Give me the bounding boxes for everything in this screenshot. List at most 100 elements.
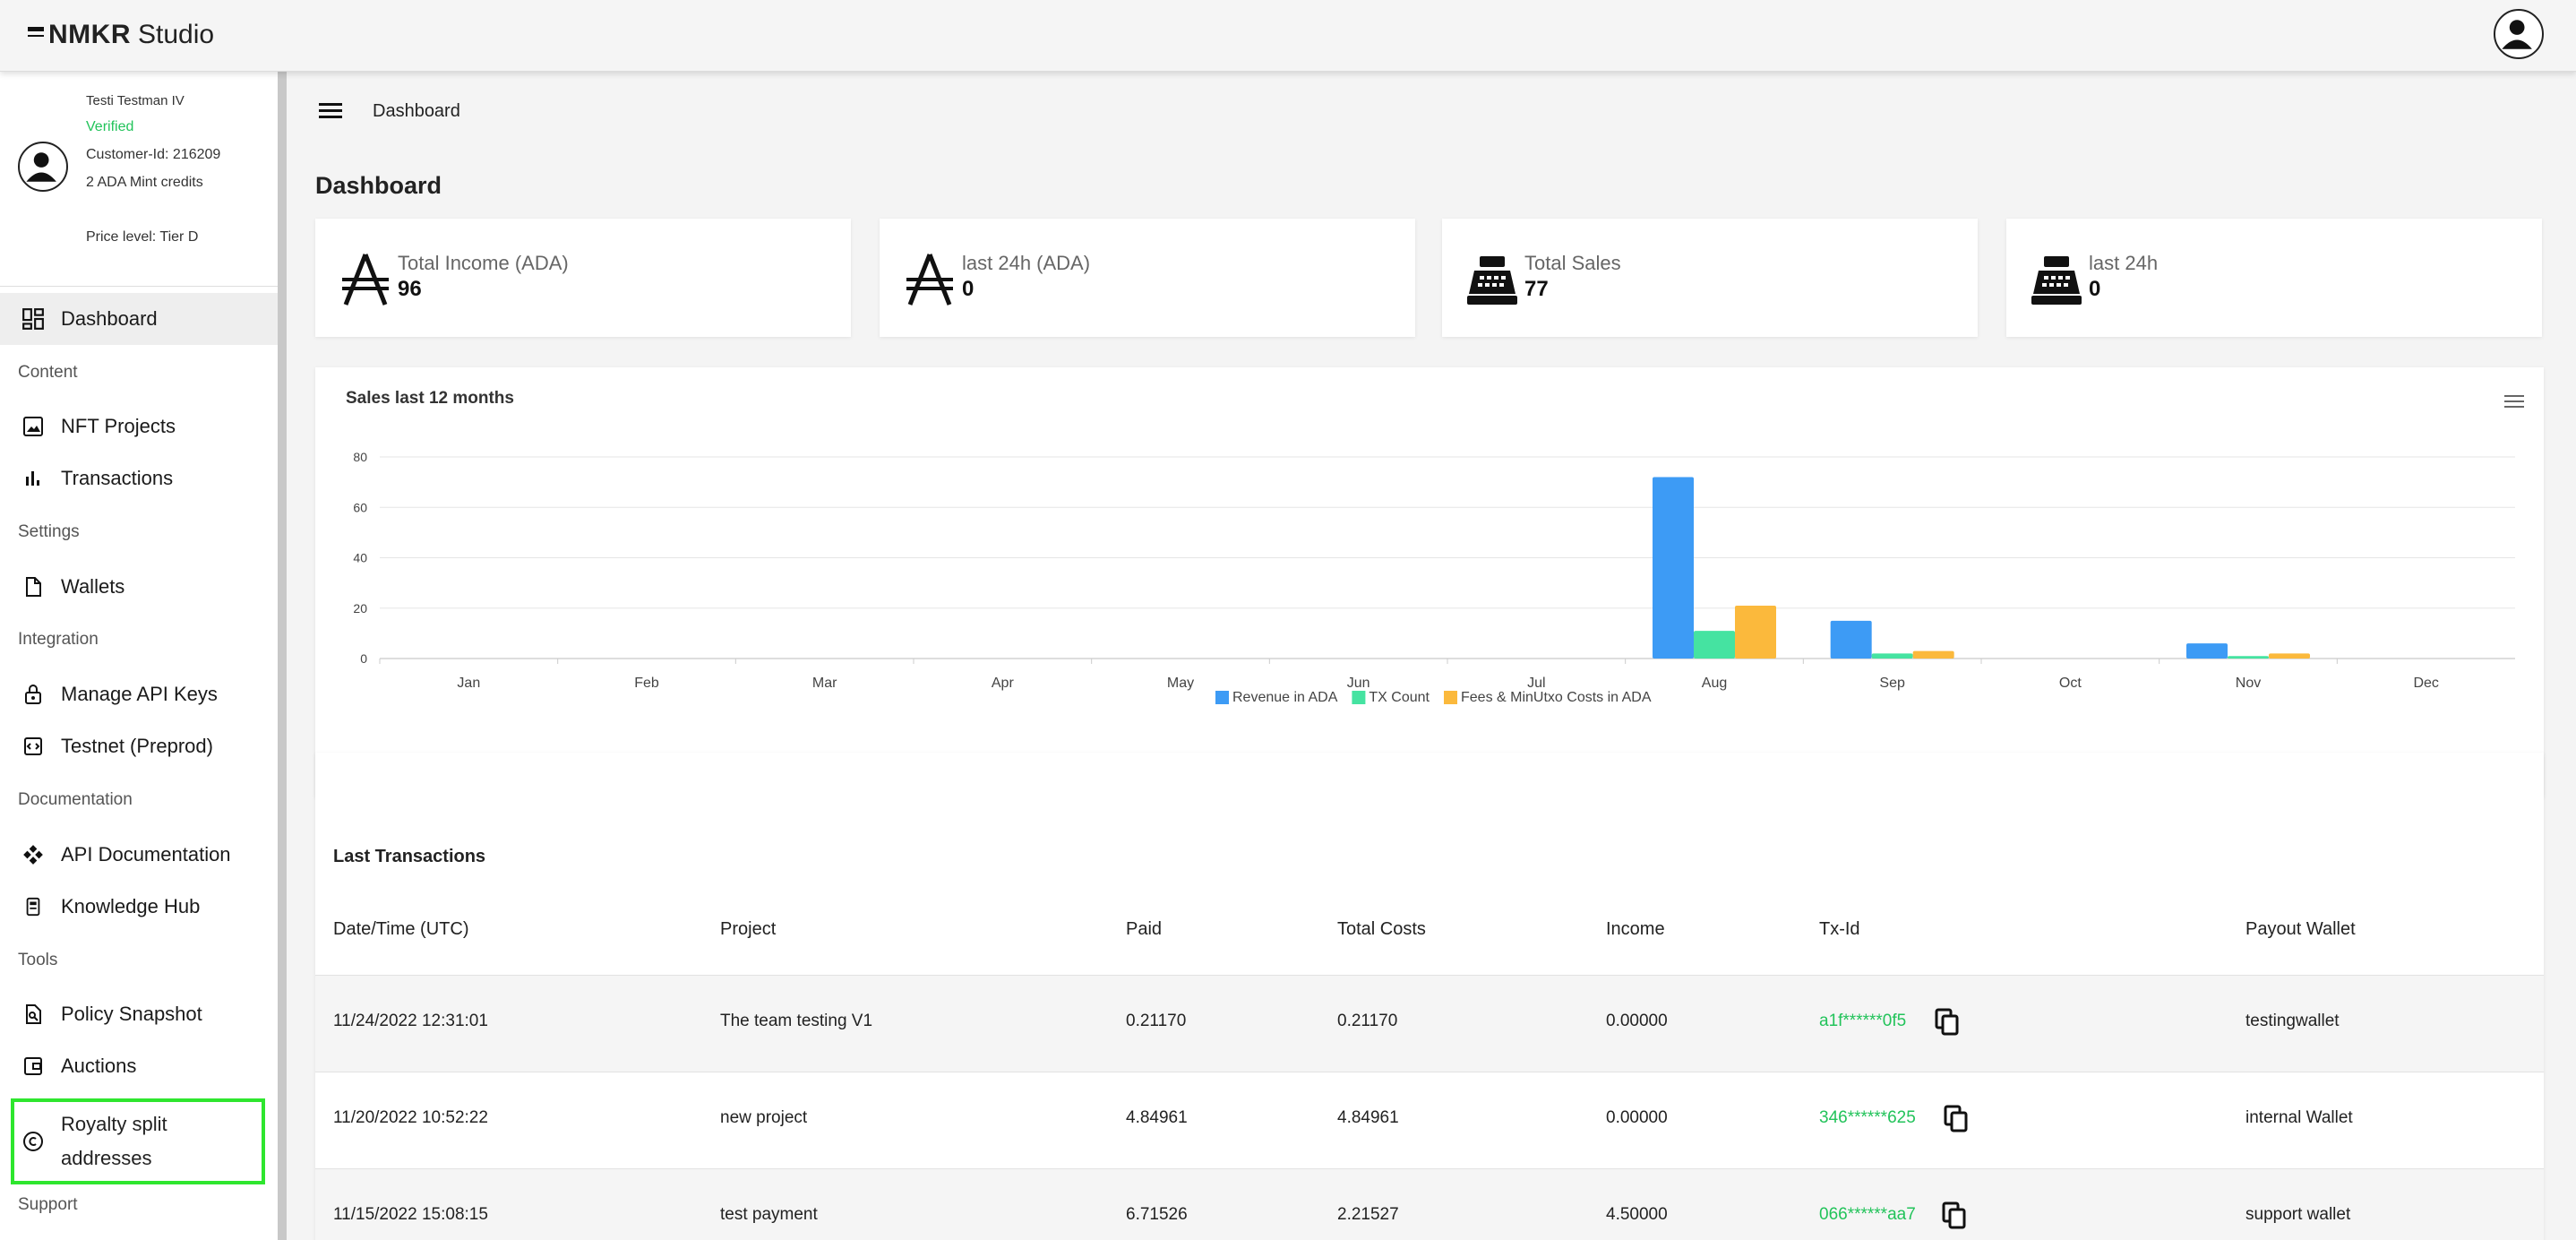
breadcrumb: Dashboard: [373, 101, 460, 121]
cell-tx-id[interactable]: 066******aa7: [1819, 1205, 1916, 1224]
sales-chart-panel: Sales last 12 months 0 20 40 60 80 Jan Feb Mar A…: [315, 367, 2544, 797]
sidebar-item-policy-snapshot[interactable]: Policy Snapshot: [0, 988, 278, 1040]
cash-register-icon: [2031, 256, 2082, 305]
y-tick-label: 80: [353, 450, 367, 464]
column-header-paid[interactable]: Paid: [1126, 919, 1163, 939]
customer-id: Customer-Id: 216209: [86, 147, 221, 162]
column-header-project[interactable]: Project: [720, 919, 777, 939]
cell-paid: 4.84961: [1126, 1108, 1188, 1127]
bar: [1653, 477, 1694, 659]
cell-payout-wallet: support wallet: [2245, 1205, 2351, 1224]
sidebar-item-label: Auctions: [61, 1055, 137, 1077]
table-row[interactable]: 11/24/2022 12:31:01 The team testing V1 …: [315, 975, 2544, 1072]
sidebar-item-auctions[interactable]: Auctions: [0, 1040, 278, 1092]
x-tick-label: May: [1167, 676, 1194, 691]
sidebar-scrollbar[interactable]: [278, 72, 287, 1240]
sidebar-item-label: Knowledge Hub: [61, 895, 201, 917]
cell-project: test payment: [720, 1205, 818, 1224]
bar: [2228, 656, 2269, 659]
column-header-payout-wallet[interactable]: Payout Wallet: [2245, 919, 2356, 939]
legend-swatch: [1215, 691, 1229, 704]
copyright-icon: [20, 1128, 47, 1155]
column-header-income[interactable]: Income: [1606, 919, 1665, 939]
section-label-support: Support: [18, 1195, 78, 1214]
cash-register-icon: [1467, 256, 1517, 305]
section-label-tools: Tools: [18, 951, 58, 969]
selection-highlight: [11, 1098, 265, 1184]
cell-paid: 0.21170: [1126, 1012, 1187, 1030]
lock-icon: [20, 681, 47, 708]
cell-income: 4.50000: [1606, 1205, 1668, 1224]
sidebar-item-api-documentation[interactable]: API Documentation: [0, 829, 278, 881]
nmkr-logo-icon: [28, 27, 44, 37]
app-logo[interactable]: NMKR Studio: [27, 20, 214, 50]
x-tick-label: Dec: [2413, 676, 2438, 691]
sidebar-item-dashboard[interactable]: Dashboard: [0, 293, 278, 345]
transactions-panel: Last Transactions Date/Time (UTC) Projec…: [315, 753, 2544, 1240]
copy-icon[interactable]: [1944, 1105, 1969, 1133]
main-content: Dashboard Dashboard Total Income (ADA) 9…: [287, 72, 2576, 1240]
sidebar-item-wallets[interactable]: Wallets: [0, 561, 278, 613]
column-header-date[interactable]: Date/Time (UTC): [333, 919, 469, 939]
card-value: 0: [962, 277, 975, 301]
cell-income: 0.00000: [1606, 1108, 1668, 1127]
sidebar-item-api-keys[interactable]: Manage API Keys: [0, 668, 278, 720]
x-tick-label: Jan: [457, 676, 480, 691]
sidebar-item-knowledge-hub[interactable]: Knowledge Hub: [0, 881, 278, 933]
legend-swatch: [1444, 691, 1457, 704]
chart-menu-icon[interactable]: [2504, 394, 2524, 409]
legend-label: Fees & MinUtxo Costs in ADA: [1461, 690, 1652, 705]
legend-label: Revenue in ADA: [1232, 690, 1338, 705]
x-tick-label: Mar: [812, 676, 837, 691]
y-tick-label: 40: [353, 551, 367, 565]
x-tick-label: Nov: [2236, 676, 2261, 691]
copy-icon[interactable]: [1935, 1008, 1960, 1037]
card-label: Total Sales: [1524, 252, 1621, 274]
card-label: last 24h: [2089, 252, 2159, 274]
price-level: Price level: Tier D: [86, 229, 199, 245]
cell-tx-id[interactable]: a1f******0f5: [1819, 1012, 1907, 1030]
copy-icon[interactable]: [1942, 1201, 1967, 1230]
page-title: Dashboard: [315, 172, 442, 199]
table-row[interactable]: 11/20/2022 10:52:22 new project 4.84961 …: [315, 1072, 2544, 1168]
section-label-documentation: Documentation: [18, 790, 133, 809]
legend-label: TX Count: [1369, 690, 1430, 705]
sidebar-item-royalty-split[interactable]: Royalty split addresses: [0, 1102, 278, 1181]
y-tick-label: 20: [353, 601, 367, 616]
cell-payout-wallet: testingwallet: [2245, 1012, 2340, 1030]
x-tick-label: Feb: [634, 676, 659, 691]
hamburger-menu-icon[interactable]: [319, 102, 342, 120]
top-bar: NMKR Studio: [0, 0, 2576, 72]
ada-icon: [906, 254, 953, 306]
y-tick-label: 60: [353, 500, 367, 514]
bar: [1871, 653, 1913, 659]
profile-card: Testi Testman IV Verified Customer-Id: 2…: [0, 72, 278, 287]
bar-chart-icon: [20, 465, 47, 492]
x-tick-label: Jun: [1347, 676, 1370, 691]
card-value: 0: [2089, 277, 2101, 301]
stat-card-total-sales: Total Sales 77: [1442, 219, 1978, 337]
user-avatar-button[interactable]: [2494, 9, 2544, 59]
code-icon: [20, 733, 47, 760]
sidebar-item-label: Policy Snapshot: [61, 1003, 202, 1025]
sales-bar-chart: 0 20 40 60 80 Jan Feb Mar Apr May Jun Jul Aug Sep Oct N…: [353, 450, 2515, 705]
sidebar-item-testnet[interactable]: Testnet (Preprod): [0, 720, 278, 772]
cell-date: 11/15/2022 15:08:15: [333, 1205, 488, 1224]
card-label: Total Income (ADA): [398, 252, 569, 274]
sidebar-item-nft-projects[interactable]: NFT Projects: [0, 400, 278, 452]
sidebar-item-transactions[interactable]: Transactions: [0, 452, 278, 504]
card-label: last 24h (ADA): [962, 252, 1091, 274]
mint-credits: 2 ADA Mint credits: [86, 175, 203, 190]
y-tick-label: 0: [360, 651, 367, 666]
stat-card-last24h: last 24h 0: [2006, 219, 2542, 337]
sidebar-item-label: Dashboard: [61, 307, 158, 330]
cell-tx-id[interactable]: 346******625: [1819, 1108, 1916, 1127]
cell-total-costs: 4.84961: [1337, 1108, 1399, 1127]
cell-paid: 6.71526: [1126, 1205, 1188, 1224]
column-header-total-costs[interactable]: Total Costs: [1337, 919, 1426, 939]
table-row[interactable]: 11/15/2022 15:08:15 test payment 6.71526…: [315, 1168, 2544, 1240]
bar: [1912, 650, 1954, 659]
section-label-content: Content: [18, 363, 78, 382]
column-header-tx-id[interactable]: Tx-Id: [1819, 919, 1860, 939]
cell-date: 11/24/2022 12:31:01: [333, 1012, 488, 1030]
